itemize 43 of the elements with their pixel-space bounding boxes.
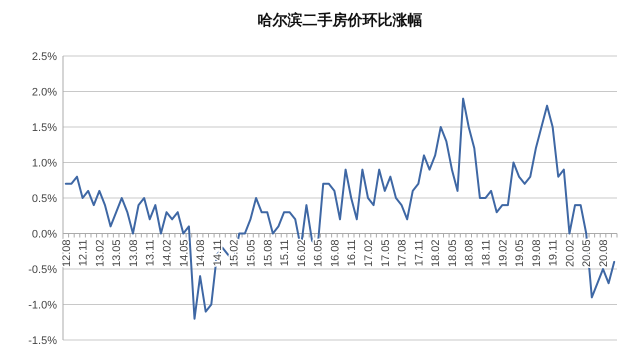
x-tick-label: 15.11 [279,240,292,266]
x-tick-label: 19.02 [497,240,510,268]
x-tick-label: 18.05 [446,240,459,268]
y-tick-label: -1.5% [28,335,58,347]
x-tick-label: 18.11 [480,240,492,266]
x-tick-label: 13.08 [128,240,140,268]
x-tick-label: 17.08 [396,240,409,268]
x-tick-label: 13.05 [111,240,124,268]
y-tick-label: 2.5% [32,51,58,63]
x-tick-label: 14.08 [195,240,208,268]
x-tick-label: 14.05 [178,240,190,268]
x-tick-label: 13.11 [144,240,157,266]
x-tick-label: 16.02 [296,240,308,268]
chart-title: 哈尔滨二手房价环比涨幅 [258,11,422,29]
y-tick-label: -0.5% [28,264,58,276]
x-tick-label: 19.05 [514,240,526,268]
x-tick-label: 17.11 [413,240,426,266]
y-tick-label: -1.0% [28,300,58,312]
x-tick-label: 12.11 [78,240,90,266]
x-tick-label: 16.05 [312,240,325,268]
x-tick-label: 16.11 [346,240,358,266]
x-tick-label: 17.02 [362,240,375,268]
x-tick-label: 15.05 [245,240,258,268]
x-tick-label: 18.08 [464,240,476,268]
x-tick-label: 17.05 [380,240,392,268]
x-tick-label: 15.08 [262,240,274,268]
y-tick-label: 2.0% [32,86,58,98]
x-tick-label: 20.08 [598,240,610,268]
x-tick-label: 20.05 [581,240,594,268]
y-tick-label: 1.0% [32,158,58,170]
y-tick-label: 0.0% [32,228,58,240]
x-tick-label: 19.11 [548,240,560,266]
y-tick-label: 1.5% [32,122,58,134]
x-tick-label: 20.02 [564,240,576,268]
x-tick-label: 14.02 [162,240,174,268]
x-tick-label: 12.08 [60,240,73,268]
x-tick-label: 19.08 [530,240,543,268]
x-tick-label: 18.02 [430,240,442,268]
x-tick-label: 14.11 [212,240,224,266]
y-tick-label: 0.5% [32,193,58,205]
x-tick-label: 13.02 [94,240,106,268]
x-tick-label: 16.08 [329,240,342,268]
x-tick-label: 15.02 [228,240,241,268]
